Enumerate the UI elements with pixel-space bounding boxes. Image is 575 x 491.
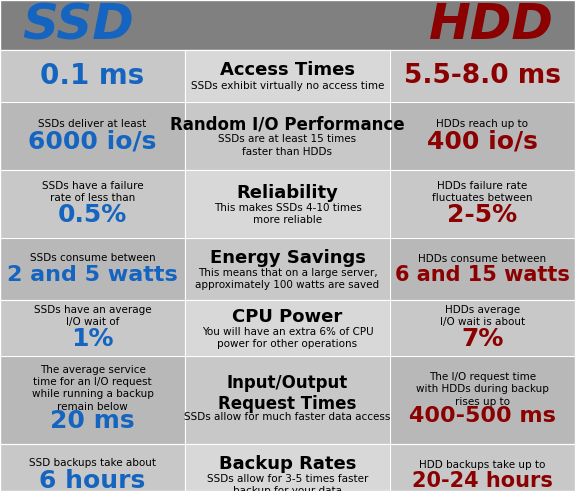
- Text: 2-5%: 2-5%: [447, 203, 518, 227]
- Bar: [390, 300, 575, 356]
- Text: 2 and 5 watts: 2 and 5 watts: [7, 265, 178, 285]
- Text: This makes SSDs 4-10 times
more reliable: This makes SSDs 4-10 times more reliable: [213, 203, 362, 225]
- Text: HDD backups take up to: HDD backups take up to: [419, 460, 546, 470]
- Text: Energy Savings: Energy Savings: [209, 249, 366, 267]
- Text: 20-24 hours: 20-24 hours: [412, 471, 553, 491]
- Text: SSD: SSD: [22, 1, 133, 49]
- Bar: [390, 356, 575, 444]
- Text: HDDs failure rate
fluctuates between: HDDs failure rate fluctuates between: [432, 181, 533, 203]
- Text: 5.5-8.0 ms: 5.5-8.0 ms: [404, 63, 561, 89]
- Text: SSDs allow for 3-5 times faster
backup for your data: SSDs allow for 3-5 times faster backup f…: [207, 474, 368, 491]
- Text: 20 ms: 20 ms: [50, 409, 135, 433]
- Text: Input/Output
Request Times: Input/Output Request Times: [218, 374, 356, 413]
- Text: Access Times: Access Times: [220, 60, 355, 79]
- Text: 6 hours: 6 hours: [39, 469, 145, 491]
- Text: 0.5%: 0.5%: [58, 203, 127, 227]
- Bar: [390, 444, 575, 491]
- Bar: [185, 356, 390, 444]
- Bar: [0, 238, 185, 300]
- Text: SSD backups take about: SSD backups take about: [29, 458, 156, 468]
- Text: Backup Rates: Backup Rates: [219, 455, 356, 473]
- Bar: [0, 102, 185, 170]
- Bar: [185, 170, 390, 238]
- Text: HDDs consume between: HDDs consume between: [419, 254, 547, 264]
- Text: This means that on a large server,
approximately 100 watts are saved: This means that on a large server, appro…: [196, 268, 380, 290]
- Text: You will have an extra 6% of CPU
power for other operations: You will have an extra 6% of CPU power f…: [202, 327, 373, 349]
- Text: The average service
time for an I/O request
while running a backup
remain below: The average service time for an I/O requ…: [32, 365, 154, 412]
- Bar: [185, 50, 390, 102]
- Bar: [390, 50, 575, 102]
- Text: HDD: HDD: [430, 1, 554, 49]
- Text: SSDs allow for much faster data access: SSDs allow for much faster data access: [185, 412, 390, 422]
- Bar: [185, 238, 390, 300]
- Text: The I/O request time
with HDDs during backup
rises up to: The I/O request time with HDDs during ba…: [416, 372, 549, 407]
- Text: SSDs deliver at least: SSDs deliver at least: [39, 119, 147, 129]
- Bar: [185, 444, 390, 491]
- Bar: [185, 300, 390, 356]
- Text: 400 io/s: 400 io/s: [427, 130, 538, 154]
- Text: HDDs average
I/O wait is about: HDDs average I/O wait is about: [440, 305, 525, 327]
- Text: 0.1 ms: 0.1 ms: [40, 62, 145, 90]
- Text: 1%: 1%: [71, 327, 114, 351]
- Bar: [390, 170, 575, 238]
- Bar: [0, 170, 185, 238]
- Text: Reliability: Reliability: [236, 184, 339, 202]
- Bar: [0, 356, 185, 444]
- Text: HDDs reach up to: HDDs reach up to: [436, 119, 528, 129]
- Bar: [0, 50, 185, 102]
- Text: SSDs are at least 15 times
faster than HDDs: SSDs are at least 15 times faster than H…: [218, 134, 356, 157]
- Bar: [0, 0, 575, 50]
- Text: CPU Power: CPU Power: [232, 308, 343, 326]
- Text: SSDs have a failure
rate of less than: SSDs have a failure rate of less than: [42, 181, 143, 203]
- Bar: [0, 444, 185, 491]
- Text: SSDs have an average
I/O wait of: SSDs have an average I/O wait of: [34, 305, 151, 327]
- Bar: [185, 102, 390, 170]
- Bar: [390, 102, 575, 170]
- Text: 400-500 ms: 400-500 ms: [409, 406, 556, 426]
- Text: Random I/O Performance: Random I/O Performance: [170, 116, 405, 134]
- Text: 6 and 15 watts: 6 and 15 watts: [395, 265, 570, 285]
- Text: 7%: 7%: [461, 327, 504, 351]
- Text: SSDs consume between: SSDs consume between: [30, 253, 155, 263]
- Text: 6000 io/s: 6000 io/s: [28, 130, 156, 154]
- Text: SSDs exhibit virtually no access time: SSDs exhibit virtually no access time: [191, 81, 384, 91]
- Bar: [390, 238, 575, 300]
- Bar: [0, 300, 185, 356]
